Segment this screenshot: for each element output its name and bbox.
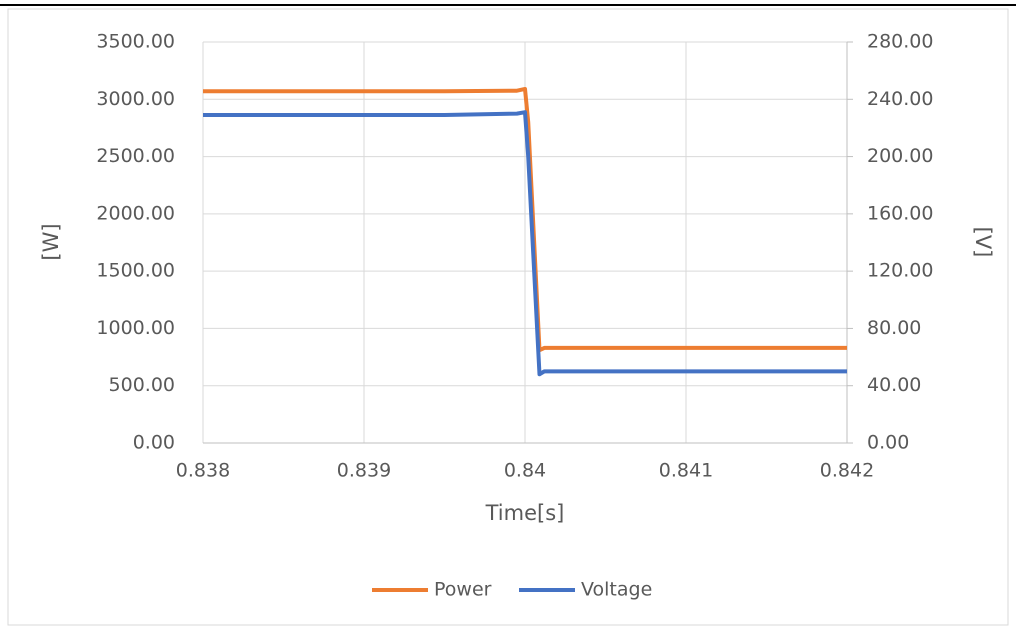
y2-tick-label: 80.00 [867,317,921,339]
y2-tick-label: 160.00 [867,202,933,224]
series-line [203,110,847,377]
series-line [203,86,847,353]
legend-label: Voltage [581,579,652,601]
x-tick-label: 0.842 [820,460,874,482]
legend-label: Power [434,579,492,601]
y-tick-label: 500.00 [109,374,175,396]
y2-tick-label: 200.00 [867,145,933,167]
y2-tick-label: 280.00 [867,31,933,53]
y-tick-label: 3000.00 [96,88,175,110]
y-tick-label: 1000.00 [96,317,175,339]
x-tick-label: 0.84 [504,460,546,482]
y-tick-label: 2000.00 [96,202,175,224]
chart-frame [7,8,1009,626]
y-tick-label: 3500.00 [96,31,175,53]
y2-tick-label: 120.00 [867,260,933,282]
y2-tick-label: 0.00 [867,432,909,454]
y-axis-label: [W] [39,223,63,260]
y-tick-label: 1500.00 [96,260,175,282]
x-tick-label: 0.838 [176,460,230,482]
y-tick-label: 0.00 [133,432,175,454]
y-tick-label: 2500.00 [96,145,175,167]
y2-tick-label: 40.00 [867,374,921,396]
x-tick-label: 0.839 [337,460,391,482]
y2-tick-label: 240.00 [867,88,933,110]
x-tick-label: 0.841 [659,460,713,482]
y2-axis-label: [V] [971,227,995,258]
x-axis-label: Time[s] [485,501,565,525]
